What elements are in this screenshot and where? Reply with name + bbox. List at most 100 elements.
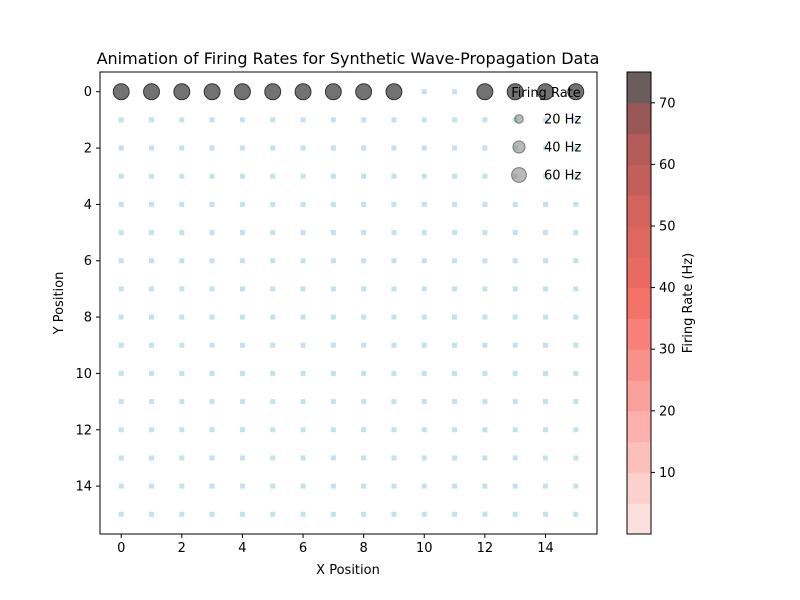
x-tick-label: 12 [477, 541, 494, 556]
baseline-point [573, 117, 579, 123]
baseline-point [118, 258, 124, 264]
baseline-point [512, 342, 518, 348]
baseline-point [573, 370, 579, 376]
firing-point [264, 83, 282, 101]
firing-point [324, 83, 342, 101]
baseline-point [361, 117, 367, 123]
baseline-point [118, 511, 124, 517]
baseline-point [149, 314, 155, 320]
baseline-point [300, 145, 306, 151]
baseline-point [421, 89, 427, 95]
baseline-point [452, 342, 458, 348]
baseline-point [542, 342, 548, 348]
baseline-point [330, 483, 336, 489]
baseline-point [452, 314, 458, 320]
firing-point [233, 83, 251, 101]
baseline-point [270, 286, 276, 292]
baseline-point [330, 173, 336, 179]
y-axis-label: Y Position [52, 272, 67, 336]
baseline-point [573, 286, 579, 292]
colorbar-segment [627, 410, 651, 443]
baseline-point [573, 399, 579, 405]
plot-area [112, 83, 585, 517]
baseline-point [149, 145, 155, 151]
baseline-point [118, 145, 124, 151]
x-tick-label: 10 [416, 541, 433, 556]
baseline-point [361, 173, 367, 179]
baseline-point [209, 483, 215, 489]
baseline-point [391, 427, 397, 433]
baseline-point [118, 370, 124, 376]
legend-title: Firing Rate [511, 86, 581, 101]
baseline-point [300, 117, 306, 123]
baseline-point [179, 455, 185, 461]
y-tick-label: 8 [84, 311, 92, 326]
baseline-point [179, 201, 185, 207]
baseline-point [149, 455, 155, 461]
baseline-point [270, 427, 276, 433]
baseline-point [361, 511, 367, 517]
baseline-point [118, 201, 124, 207]
baseline-point [452, 427, 458, 433]
baseline-point [300, 173, 306, 179]
colorbar-segment [627, 503, 651, 535]
colorbar: 10 20 30 40 50 60 70 [626, 71, 676, 535]
baseline-point [118, 455, 124, 461]
baseline-point [179, 314, 185, 320]
baseline-point [573, 455, 579, 461]
baseline-point [270, 117, 276, 123]
baseline-point [118, 483, 124, 489]
baseline-point [300, 342, 306, 348]
legend-marker [514, 114, 524, 124]
baseline-point [482, 427, 488, 433]
baseline-point [300, 483, 306, 489]
baseline-point [361, 399, 367, 405]
firing-point [537, 83, 554, 101]
baseline-point [179, 230, 185, 236]
baseline-point [573, 258, 579, 264]
baseline-point [330, 455, 336, 461]
baseline-point [542, 117, 548, 123]
baseline-point [300, 427, 306, 433]
legend-marker [512, 140, 526, 154]
baseline-point [209, 230, 215, 236]
baseline-point [270, 173, 276, 179]
baseline-point [300, 258, 306, 264]
colorbar-segment [627, 226, 651, 258]
baseline-point [361, 286, 367, 292]
baseline-point [239, 173, 245, 179]
legend-marker [511, 167, 527, 183]
baseline-point [421, 511, 427, 517]
colorbar-segment [627, 287, 651, 319]
y-tick-label: 0 [84, 85, 92, 100]
legend: 20 Hz 40 Hz 60 Hz [511, 113, 581, 184]
baseline-point [391, 455, 397, 461]
baseline-point [512, 455, 518, 461]
baseline-point [391, 145, 397, 151]
baseline-point [149, 342, 155, 348]
baseline-point [330, 117, 336, 123]
baseline-point [452, 370, 458, 376]
plot-frame [99, 71, 598, 535]
baseline-point [573, 145, 579, 151]
baseline-point [452, 173, 458, 179]
x-tick-label: 8 [360, 541, 368, 556]
baseline-point [300, 370, 306, 376]
chart-title: Animation of Firing Rates for Synthetic … [97, 49, 600, 68]
baseline-point [361, 370, 367, 376]
baseline-point [209, 258, 215, 264]
baseline-point [482, 230, 488, 236]
firing-point [294, 83, 312, 101]
baseline-point [391, 511, 397, 517]
baseline-point [330, 145, 336, 151]
baseline-point [391, 399, 397, 405]
baseline-point [542, 399, 548, 405]
colorbar-tick-label: 20 [659, 404, 676, 419]
baseline-point [512, 286, 518, 292]
baseline-point [542, 511, 548, 517]
x-tick-label: 6 [299, 541, 307, 556]
baseline-point [270, 201, 276, 207]
baseline-point [421, 399, 427, 405]
baseline-point [239, 427, 245, 433]
baseline-point [149, 511, 155, 517]
